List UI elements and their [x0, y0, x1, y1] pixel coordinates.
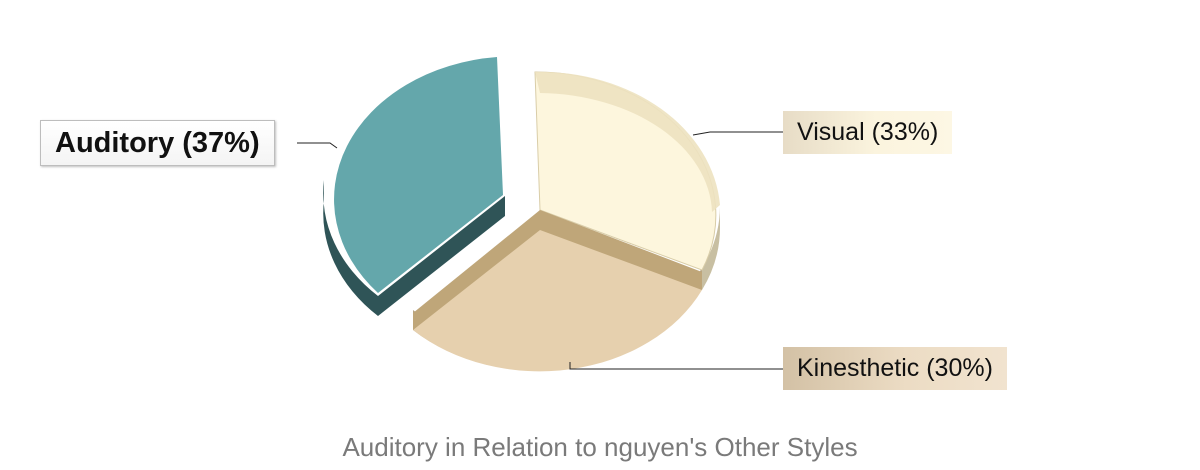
slice-visual-highlight	[535, 71, 720, 212]
slice-visual-side[interactable]	[702, 207, 721, 290]
slice-kinesthetic-edge	[413, 210, 702, 330]
leader-line-auditory	[297, 142, 338, 149]
chart-title: Auditory in Relation to nguyen's Other S…	[342, 432, 858, 462]
data-label-auditory: Auditory (37%)	[40, 120, 275, 166]
slice-auditory[interactable]	[334, 57, 503, 293]
slice-kinesthetic[interactable]	[413, 210, 702, 372]
data-label-visual: Visual (33%)	[783, 111, 953, 154]
data-label-kinesthetic: Kinesthetic (30%)	[783, 347, 1007, 390]
leader-line-visual	[692, 131, 783, 136]
leader-line-kinesthetic	[569, 362, 783, 370]
